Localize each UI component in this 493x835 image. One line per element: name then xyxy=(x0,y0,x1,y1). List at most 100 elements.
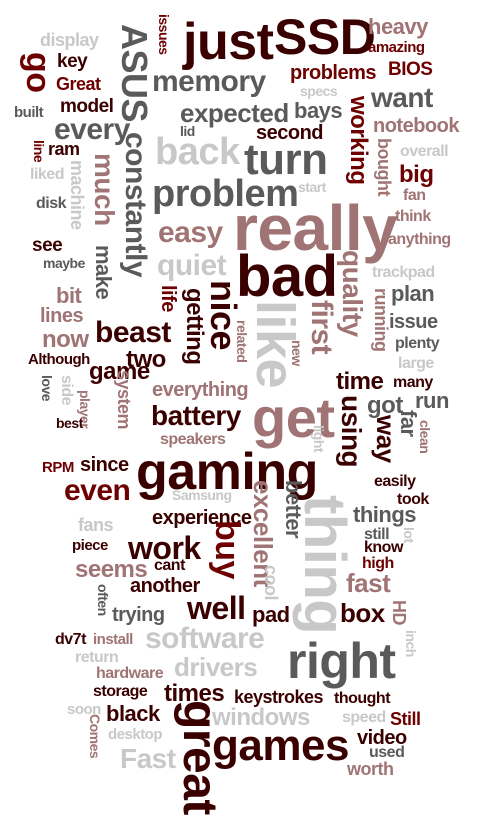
word-seems: seems xyxy=(75,556,148,583)
word-piece: piece xyxy=(72,537,108,554)
word-buy: buy xyxy=(208,520,246,579)
word-run: run xyxy=(415,388,449,413)
word-many: many xyxy=(393,374,433,391)
word-every: every xyxy=(54,113,130,146)
word-model: model xyxy=(60,96,114,117)
word-video: video xyxy=(357,727,407,749)
word-related: related xyxy=(234,320,250,363)
word-used: used xyxy=(369,744,405,761)
word-using: using xyxy=(336,395,367,468)
word-now: now xyxy=(42,326,89,353)
word-fan: fan xyxy=(403,187,426,204)
word-times: times xyxy=(164,680,225,707)
word-desktop: desktop xyxy=(108,726,163,743)
word-everything: everything xyxy=(152,379,249,401)
word-really: really xyxy=(233,192,398,264)
word-install: install xyxy=(93,631,133,648)
word-storage: storage xyxy=(93,683,148,700)
word-easily: easily xyxy=(374,473,416,490)
word-comes: Comes xyxy=(87,714,103,759)
word-asus: ASUS xyxy=(114,24,155,123)
word-ram: ram xyxy=(48,139,80,159)
word-line: line xyxy=(31,140,47,163)
word-inch: inch xyxy=(403,630,419,657)
word-well: well xyxy=(187,590,246,626)
word-fast-lower: fast xyxy=(346,568,391,598)
word-beast: beast xyxy=(95,316,171,349)
word-since: since xyxy=(80,454,129,476)
word-best: best xyxy=(56,415,83,431)
word-heavy: heavy xyxy=(368,14,428,39)
word-gaming: gaming xyxy=(136,443,318,501)
word-running: running xyxy=(371,288,391,352)
word-quiet: quiet xyxy=(157,249,227,282)
word-still-lower: still xyxy=(364,526,390,543)
word-expected: expected xyxy=(180,98,289,128)
word-got: got xyxy=(367,392,403,419)
word-things: things xyxy=(353,502,417,527)
word-quality: quality xyxy=(337,250,368,337)
word-hardware: hardware xyxy=(96,665,164,682)
word-often: often xyxy=(95,584,111,616)
word-trackpad: trackpad xyxy=(372,264,435,281)
word-speed: speed xyxy=(342,709,386,726)
word-go: go xyxy=(19,52,57,93)
word-new: new xyxy=(289,340,305,366)
word-side: side xyxy=(58,375,75,406)
word-worth: worth xyxy=(347,759,394,779)
word-drivers: drivers xyxy=(174,652,258,682)
word-turn: turn xyxy=(244,135,328,184)
word-plan: plan xyxy=(391,281,435,306)
word-ssd: SSD xyxy=(274,9,376,65)
word-big: big xyxy=(399,161,434,188)
word-bays: bays xyxy=(294,98,343,123)
word-lot: lot xyxy=(401,527,417,543)
word-love: love xyxy=(39,375,55,402)
word-system: system xyxy=(114,370,134,430)
word-time: time xyxy=(336,368,384,395)
word-another: another xyxy=(130,575,200,597)
word-battery: battery xyxy=(151,400,241,431)
word-get: get xyxy=(252,386,335,449)
word-bios: BIOS xyxy=(388,59,433,80)
word-machine: machine xyxy=(67,160,87,230)
word-dv7t: dv7t xyxy=(55,631,86,648)
word-start: start xyxy=(298,179,326,195)
word-cool: cool xyxy=(261,565,281,601)
word-disk: disk xyxy=(36,195,67,212)
word-built: built xyxy=(14,104,44,121)
word-bad: bad xyxy=(236,244,338,309)
word-box: box xyxy=(340,598,385,628)
word-display: display xyxy=(40,30,99,50)
word-lid: lid xyxy=(180,123,195,139)
word-getting: getting xyxy=(181,288,208,365)
word-hd: HD xyxy=(389,600,409,625)
word-black: black xyxy=(106,701,160,726)
word-still-cap: Still xyxy=(390,709,421,729)
word-want: want xyxy=(371,82,433,113)
word-easy: easy xyxy=(158,216,223,249)
word-rpm: RPM xyxy=(42,459,74,476)
word-key: key xyxy=(57,51,88,72)
word-just: just xyxy=(183,13,274,71)
word-problem: problem xyxy=(152,173,299,215)
word-specs: specs xyxy=(300,83,338,99)
word-lines: lines xyxy=(40,305,84,327)
word-bit: bit xyxy=(56,283,82,308)
word-much: much xyxy=(89,153,120,226)
word-amazing: amazing xyxy=(368,39,425,56)
word-think: think xyxy=(395,208,431,225)
word-although: Although xyxy=(28,351,90,368)
word-liked: liked xyxy=(30,166,64,183)
word-second: second xyxy=(256,122,324,144)
word-first: first xyxy=(305,300,338,355)
word-overall: overall xyxy=(400,143,449,160)
word-memory: memory xyxy=(152,65,266,98)
word-constantly: constantly xyxy=(119,132,152,278)
word-way: way xyxy=(371,415,401,463)
word-return: return xyxy=(75,649,119,666)
word-life: life xyxy=(157,285,179,312)
word-great-small: Great xyxy=(56,74,101,94)
word-thought: thought xyxy=(334,690,391,707)
